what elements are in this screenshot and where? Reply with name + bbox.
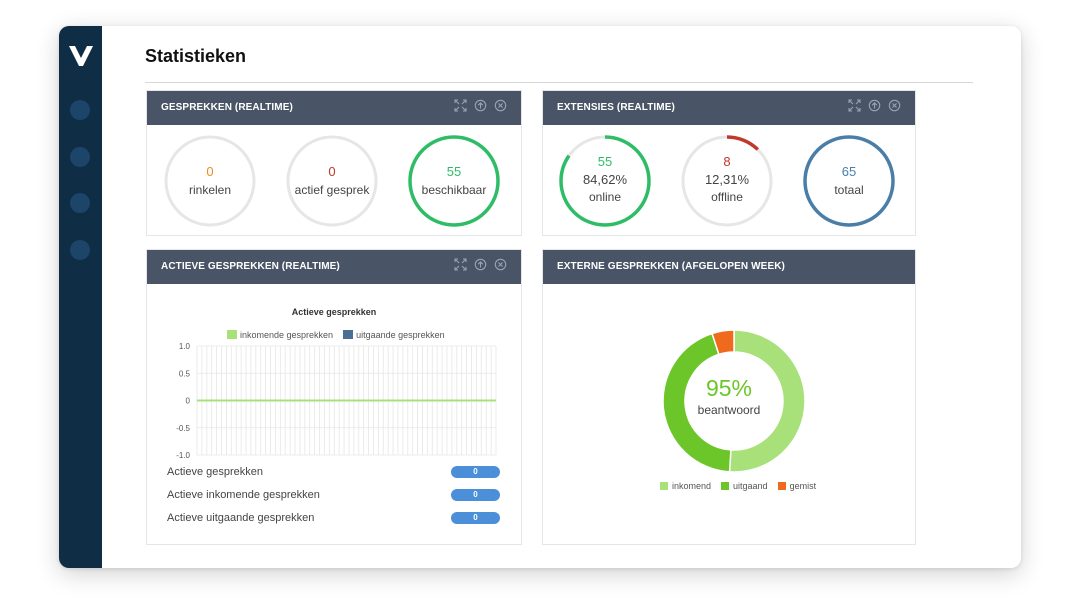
- panel-title: GESPREKKEN (REALTIME): [161, 102, 293, 113]
- y-tick-label: 1.0: [179, 342, 191, 351]
- page-title: Statistieken: [145, 46, 247, 66]
- stat-label: Actieve uitgaande gesprekken: [167, 512, 315, 524]
- chart-title: Actieve gesprekken: [291, 307, 377, 317]
- gauge-label: offline: [711, 190, 743, 204]
- chart-legend: inkomende gesprekken uitgaande gesprekke…: [227, 330, 445, 340]
- line-chart: 1.0 0.5 0 -0.5 -1.0: [176, 342, 497, 460]
- panel-header: EXTERNE GESPREKKEN (AFGELOPEN WEEK): [543, 250, 915, 284]
- gauge-arc: [803, 135, 895, 227]
- gauge-label: online: [588, 190, 622, 204]
- gauge-online: 55 84,62% online: [557, 133, 653, 229]
- gauge-label: rinkelen: [188, 183, 232, 197]
- gauge-label: totaal: [834, 183, 864, 197]
- legend-item[interactable]: uitgaande gesprekken: [343, 330, 445, 340]
- gauge-ring: [164, 135, 256, 227]
- close-icon[interactable]: [494, 258, 507, 271]
- gauge-arc: [408, 135, 500, 227]
- gauge-ringing: 0 rinkelen: [162, 133, 258, 229]
- gauge-arc: [681, 135, 773, 227]
- stat-value-badge: 0: [451, 512, 500, 524]
- gauge-ring: [803, 135, 895, 227]
- gauge-value: 65: [841, 164, 857, 179]
- collapse-icon[interactable]: [474, 99, 487, 112]
- gauge-value: 55: [446, 164, 462, 179]
- y-tick-label: 0.5: [179, 369, 191, 378]
- legend-label: gemist: [789, 481, 817, 491]
- gauge-label: actief gesprek: [294, 183, 370, 197]
- gauge-ring: [408, 135, 500, 227]
- title-divider: [145, 82, 973, 83]
- collapse-icon[interactable]: [868, 99, 881, 112]
- panel-title: ACTIEVE GESPREKKEN (REALTIME): [161, 261, 340, 272]
- gauge-value: 0: [206, 164, 214, 179]
- collapse-icon[interactable]: [474, 258, 487, 271]
- gauge-offline: 8 12,31% offline: [679, 133, 775, 229]
- gauge-total: 65 totaal: [801, 133, 897, 229]
- y-tick-label: -1.0: [176, 451, 190, 460]
- gauge-percentage: 84,62%: [582, 172, 628, 187]
- legend-item[interactable]: gemist: [777, 481, 817, 491]
- gauge-value: 0: [328, 164, 336, 179]
- panel-active-calls: ACTIEVE GESPREKKEN (REALTIME) Actieve ge…: [146, 249, 522, 545]
- gauge-value: 8: [723, 154, 731, 169]
- panel-title: EXTERNE GESPREKKEN (AFGELOPEN WEEK): [557, 261, 785, 272]
- expand-icon[interactable]: [454, 99, 467, 112]
- expand-icon[interactable]: [848, 99, 861, 112]
- app-window: Statistieken GESPREKKEN (REALTIME) 0 rin…: [59, 26, 1021, 568]
- legend-label: inkomende gesprekken: [240, 330, 334, 340]
- y-tick-label: -0.5: [176, 424, 190, 433]
- donut-slice: [711, 329, 735, 356]
- stat-value-badge: 0: [451, 489, 500, 501]
- panel-title: EXTENSIES (REALTIME): [557, 102, 675, 113]
- donut-slice: [728, 329, 806, 473]
- gauge-track: [286, 135, 378, 227]
- legend-item[interactable]: uitgaand: [721, 481, 768, 491]
- gauge-track: [164, 135, 256, 227]
- stat-label: Actieve inkomende gesprekken: [167, 489, 320, 501]
- legend-label: inkomend: [672, 481, 712, 491]
- panel-calls-realtime: GESPREKKEN (REALTIME) 0 rinkelen 0 actie…: [146, 90, 522, 236]
- gauge-ring: [286, 135, 378, 227]
- sidebar-nav-item[interactable]: [70, 147, 90, 167]
- gauge-percentage: 12,31%: [704, 172, 750, 187]
- gauge-ring: [559, 135, 651, 227]
- sidebar-nav-item[interactable]: [70, 100, 90, 120]
- donut-chart: [662, 329, 806, 473]
- legend-label: uitgaande gesprekken: [356, 330, 445, 340]
- panel-extensions-realtime: EXTENSIES (REALTIME) 55 84,62% online 8 …: [542, 90, 916, 236]
- close-icon[interactable]: [494, 99, 507, 112]
- gauge-available: 55 beschikbaar: [406, 133, 502, 229]
- donut-legend: inkomend uitgaand gemist: [660, 481, 816, 491]
- gauge-label: beschikbaar: [421, 183, 487, 197]
- gauge-value: 55: [597, 154, 613, 169]
- panel-external-calls: EXTERNE GESPREKKEN (AFGELOPEN WEEK) 95% …: [542, 249, 916, 545]
- stat-value-badge: 0: [451, 466, 500, 478]
- close-icon[interactable]: [888, 99, 901, 112]
- sidebar: [59, 26, 102, 568]
- y-tick-label: 0: [186, 397, 191, 406]
- gauge-active-call: 0 actief gesprek: [284, 133, 380, 229]
- panel-header: ACTIEVE GESPREKKEN (REALTIME): [147, 250, 521, 284]
- sidebar-nav-item[interactable]: [70, 193, 90, 213]
- donut-center-percentage: 95%: [705, 375, 753, 401]
- sidebar-nav-item[interactable]: [70, 240, 90, 260]
- legend-item[interactable]: inkomend: [660, 481, 711, 491]
- donut-center-label: beantwoord: [697, 403, 761, 417]
- gauge-arc: [559, 135, 651, 227]
- panel-header: EXTENSIES (REALTIME): [543, 91, 915, 125]
- gauge-ring: [681, 135, 773, 227]
- logo-icon[interactable]: [69, 46, 93, 66]
- legend-item[interactable]: inkomende gesprekken: [227, 330, 333, 340]
- panel-header: GESPREKKEN (REALTIME): [147, 91, 521, 125]
- expand-icon[interactable]: [454, 258, 467, 271]
- legend-label: uitgaand: [733, 481, 768, 491]
- stat-label: Actieve gesprekken: [167, 466, 263, 478]
